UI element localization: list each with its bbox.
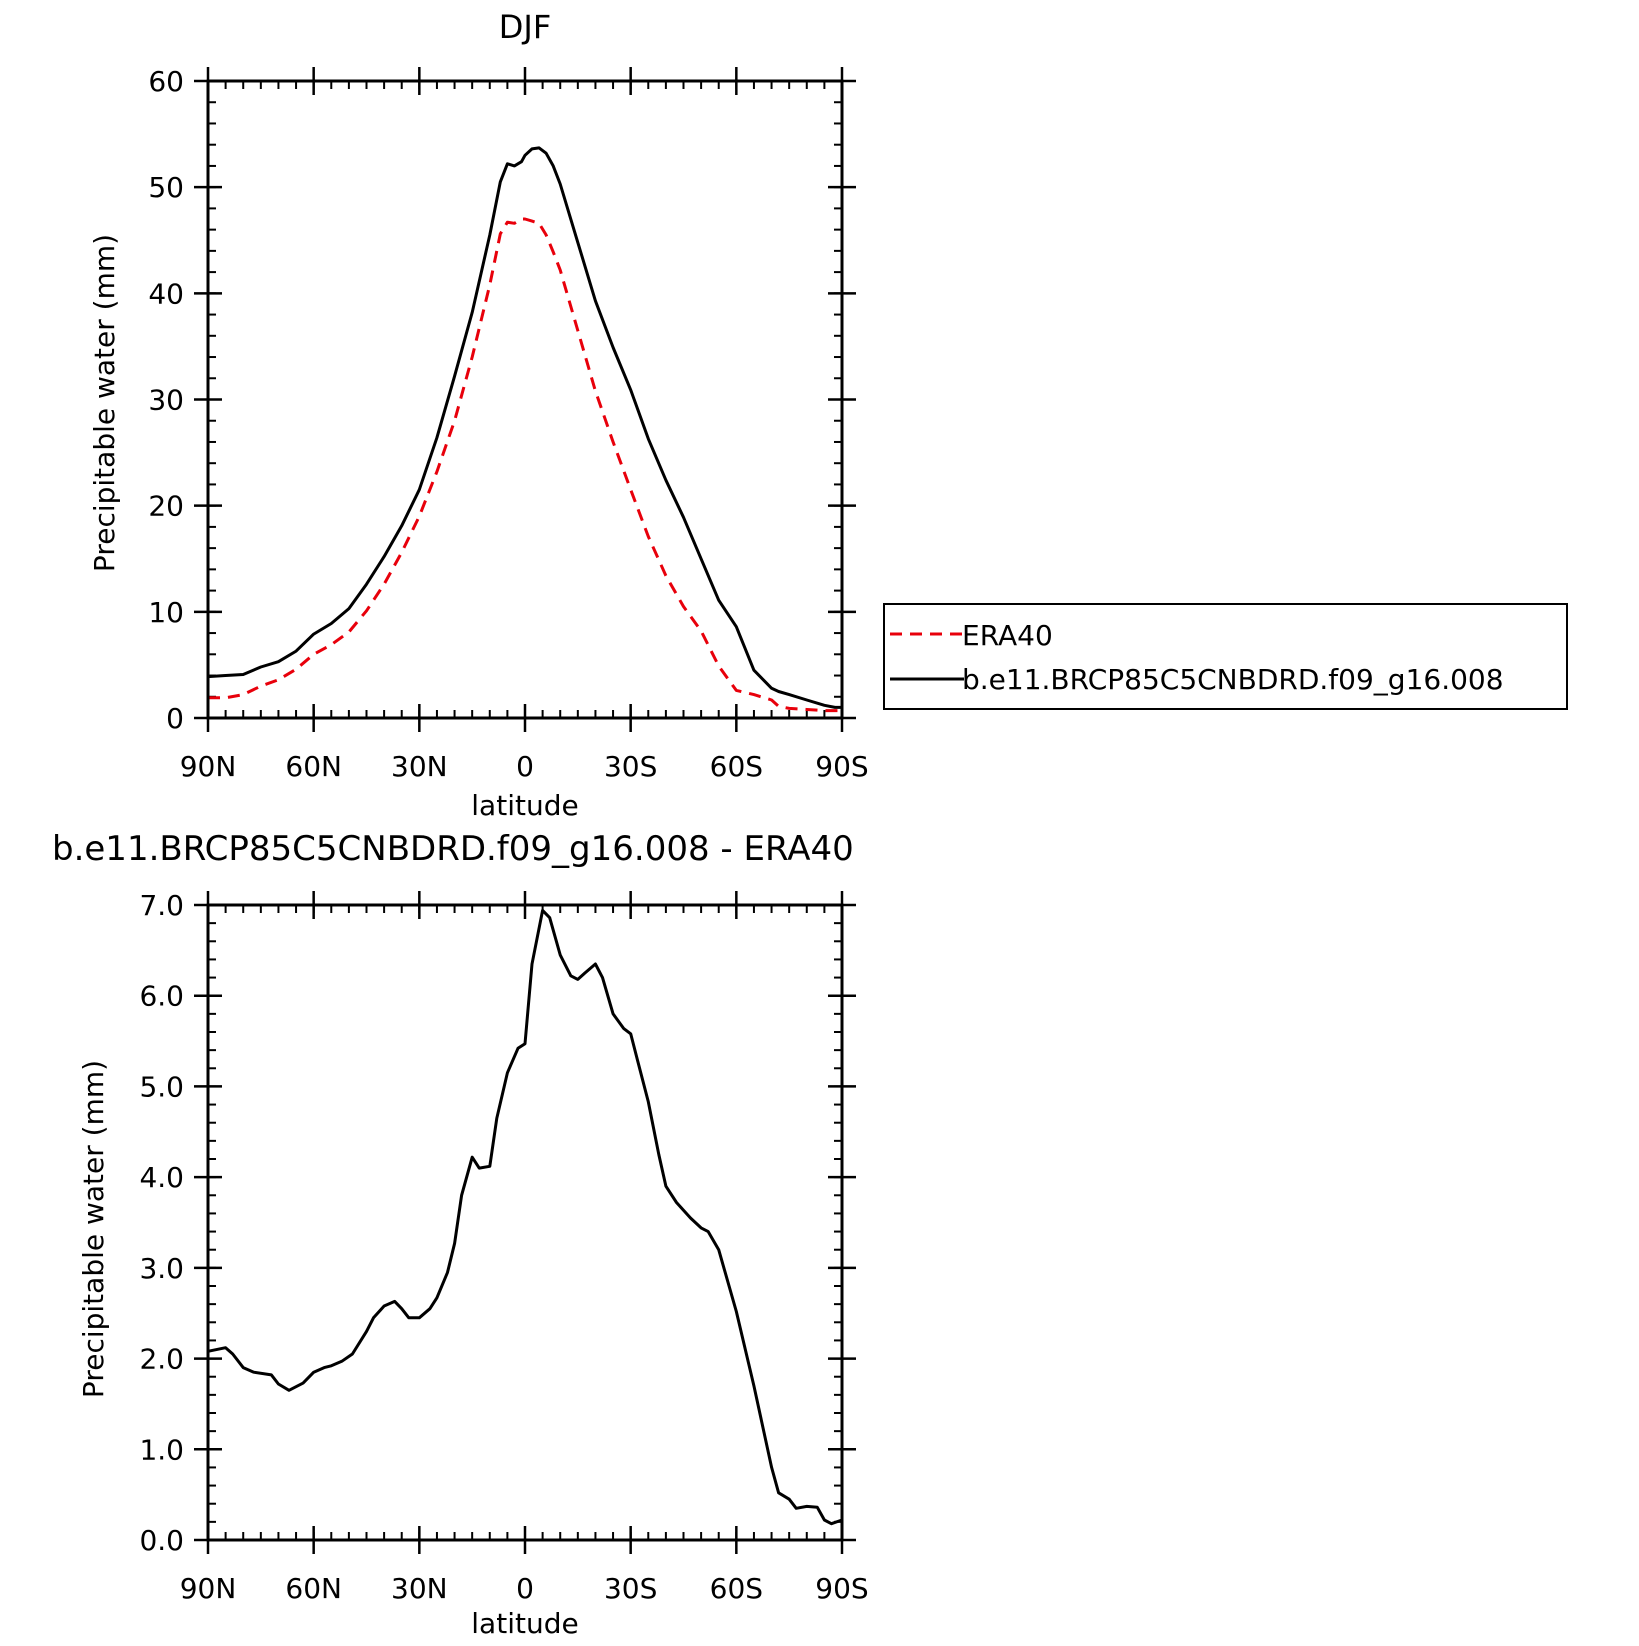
chart-top-xlabel: latitude bbox=[471, 789, 578, 822]
x-tick-label: 0 bbox=[516, 1572, 534, 1605]
y-tick-label: 50 bbox=[148, 171, 184, 204]
chart-bottom-series bbox=[207, 908, 843, 1526]
chart-top: DJF Precipitable water (mm) latitude 90N… bbox=[88, 8, 869, 822]
y-tick-label: 10 bbox=[148, 596, 184, 629]
y-tick-label: 2.0 bbox=[139, 1343, 184, 1376]
y-tick-label: 0.0 bbox=[139, 1524, 184, 1557]
x-tick-label: 90N bbox=[180, 1572, 237, 1605]
legend-label-era40: ERA40 bbox=[962, 619, 1053, 652]
y-tick-label: 6.0 bbox=[139, 980, 184, 1013]
y-tick-label: 0 bbox=[166, 702, 184, 735]
series-line-b-e11-brcp85c5cnbdrd-f09-g16-008 bbox=[207, 146, 842, 709]
x-tick-label: 30S bbox=[604, 750, 657, 783]
x-tick-label: 60N bbox=[285, 750, 342, 783]
chart-top-plot-frame bbox=[206, 79, 844, 720]
x-tick-label: 0 bbox=[516, 750, 534, 783]
legend-label-model: b.e11.BRCP85C5CNBDRD.f09_g16.008 bbox=[962, 663, 1504, 696]
chart-top-series bbox=[207, 146, 842, 713]
chart-top-tick-labels: 90N 60N 30N 0 30S 60S 90S 0 10 20 30 40 50 60 bbox=[148, 65, 868, 783]
chart-top-ylabel: Precipitable water (mm) bbox=[88, 234, 121, 572]
y-tick-label: 20 bbox=[148, 490, 184, 523]
x-tick-label: 90S bbox=[815, 750, 868, 783]
x-tick-label: 60S bbox=[710, 1572, 763, 1605]
y-tick-label: 1.0 bbox=[139, 1433, 184, 1466]
y-tick-label: 30 bbox=[148, 384, 184, 417]
y-tick-label: 5.0 bbox=[139, 1070, 184, 1103]
x-tick-label: 30N bbox=[391, 1572, 448, 1605]
chart-bottom: b.e11.BRCP85C5CNBDRD.f09_g16.008 - ERA40… bbox=[52, 829, 869, 1640]
x-tick-label: 60S bbox=[710, 750, 763, 783]
y-tick-label: 7.0 bbox=[139, 889, 184, 922]
legend-box bbox=[883, 603, 1568, 710]
chart-bottom-ticks bbox=[194, 891, 856, 1554]
chart-top-legend: ERA40 b.e11.BRCP85C5CNBDRD.f09_g16.008 bbox=[883, 603, 1568, 710]
chart-bottom-tick-labels: 90N 60N 30N 0 30S 60S 90S 0.0 1.0 2.0 3.0 4.0 5.0 6.0… bbox=[139, 889, 868, 1605]
x-tick-label: 90S bbox=[815, 1572, 868, 1605]
chart-bottom-title: b.e11.BRCP85C5CNBDRD.f09_g16.008 - ERA40 bbox=[52, 829, 854, 869]
x-tick-label: 60N bbox=[285, 1572, 342, 1605]
x-tick-label: 90N bbox=[180, 750, 237, 783]
x-tick-label: 30N bbox=[391, 750, 448, 783]
y-tick-label: 3.0 bbox=[139, 1252, 184, 1285]
series-line-era40 bbox=[208, 217, 842, 713]
y-tick-label: 40 bbox=[148, 277, 184, 310]
chart-bottom-plot-frame bbox=[206, 903, 844, 1542]
chart-bottom-xlabel: latitude bbox=[471, 1607, 578, 1640]
chart-bottom-ylabel: Precipitable water (mm) bbox=[77, 1060, 110, 1398]
x-tick-label: 30S bbox=[604, 1572, 657, 1605]
y-tick-label: 4.0 bbox=[139, 1161, 184, 1194]
series-line-difference bbox=[207, 908, 843, 1526]
chart-top-title: DJF bbox=[499, 8, 551, 46]
chart-top-ticks bbox=[194, 67, 856, 732]
y-tick-label: 60 bbox=[148, 65, 184, 98]
